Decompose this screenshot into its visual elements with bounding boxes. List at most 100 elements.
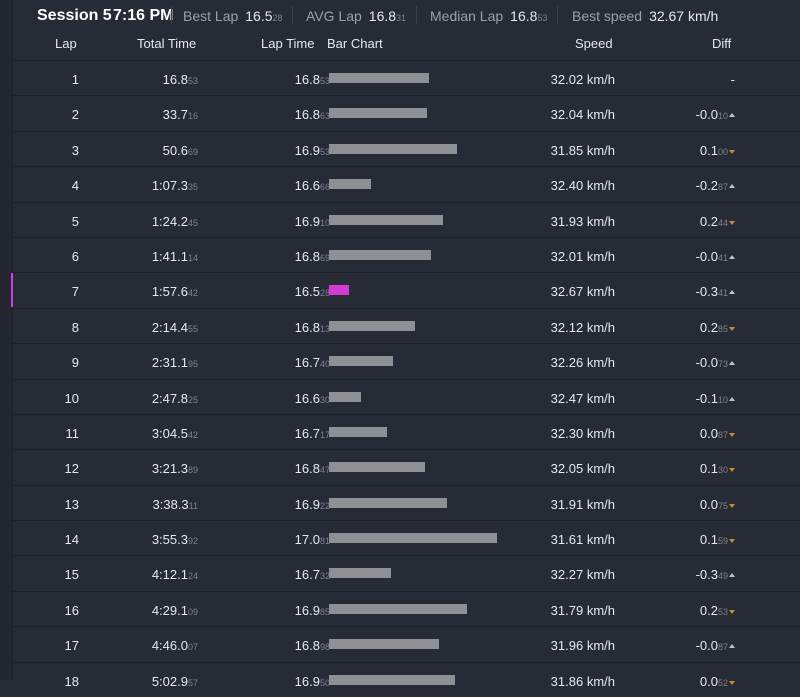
- lap-time-small: 17: [319, 429, 330, 440]
- diff-value: 0.159: [700, 532, 735, 547]
- total-time-small: 16: [187, 111, 198, 122]
- diff-small: 53: [717, 606, 728, 617]
- total-time: 4:29.109: [152, 603, 198, 618]
- arrow-down-icon: [729, 468, 735, 473]
- lap-time-small: 10: [319, 217, 330, 228]
- best-lap-value: 16.528: [245, 8, 282, 24]
- diff-value: -0.110: [696, 391, 735, 406]
- lap-time-bar: [329, 497, 447, 508]
- table-row[interactable]: 9 2:31.195 16.740 32.26 km/h -0.073: [13, 343, 800, 378]
- table-row[interactable]: 11 3:04.542 16.717 32.30 km/h 0.087: [13, 413, 800, 449]
- arrow-up-icon: [729, 361, 735, 366]
- diff-main: 0.0: [699, 425, 718, 441]
- speed-value: 32.47 km/h: [550, 390, 615, 406]
- diff-value: 0.052: [700, 674, 735, 689]
- lap-time-small: 63: [319, 111, 330, 122]
- total-time-small: 42: [187, 429, 198, 440]
- lap-time: 16.732: [295, 567, 330, 582]
- table-row[interactable]: 18 5:02.957 16.950 31.86 km/h 0.052: [13, 661, 800, 697]
- table-row[interactable]: 15 4:12.124 16.732 32.27 km/h -0.349: [13, 555, 800, 590]
- speed-value: 31.85 km/h: [550, 142, 615, 158]
- table-row[interactable]: 3 50.669 16.953 31.85 km/h 0.100: [13, 130, 800, 166]
- table-row[interactable]: 17 4:46.007 16.898 31.96 km/h -0.087: [13, 626, 800, 661]
- lap-time: 16.666: [295, 178, 330, 193]
- table-row[interactable]: 8 2:14.455 16.813 32.12 km/h 0.285: [13, 307, 800, 343]
- diff-main: 0.2: [699, 319, 718, 335]
- total-time: 1:57.642: [152, 284, 198, 299]
- diff-main: 0.2: [699, 602, 718, 618]
- lap-time: 16.953: [295, 143, 330, 158]
- total-time-small: 57: [187, 677, 198, 688]
- total-time-main: 1:57.6: [151, 284, 188, 300]
- diff-small: 44: [717, 217, 728, 228]
- speed-value: 31.61 km/h: [550, 532, 615, 548]
- diff-main: -: [730, 72, 735, 87]
- diff-small: 41: [717, 252, 728, 263]
- table-row[interactable]: 14 3:55.392 17.081 31.61 km/h 0.159: [13, 520, 800, 555]
- arrow-down-icon: [729, 149, 735, 154]
- table-row[interactable]: 7 1:57.642 16.528 32.67 km/h -0.341: [11, 272, 800, 308]
- diff-value: -0.073: [696, 355, 735, 370]
- lap-number: 7: [71, 284, 79, 300]
- total-time-small: 11: [188, 500, 198, 511]
- median-lap-stat: Median Lap 16.853: [430, 8, 547, 24]
- lap-number: 4: [71, 178, 79, 194]
- diff-small: 87: [717, 642, 728, 653]
- column-header-speed[interactable]: Speed: [575, 36, 613, 51]
- best-lap-marker: [11, 273, 13, 308]
- table-row[interactable]: 10 2:47.825 16.630 32.47 km/h -0.110: [13, 378, 800, 414]
- diff-small: 73: [717, 359, 728, 370]
- table-row[interactable]: 6 1:41.114 16.869 32.01 km/h -0.041: [13, 236, 800, 272]
- column-header-total-time[interactable]: Total Time: [137, 36, 197, 51]
- lap-time-small: 66: [319, 182, 330, 193]
- table-row[interactable]: 2 33.716 16.863 32.04 km/h -0.010: [13, 95, 800, 130]
- diff-main: -0.1: [695, 390, 718, 406]
- lap-time: 16.528: [295, 284, 330, 299]
- total-time-main: 2:14.4: [151, 319, 188, 335]
- speed-value: 32.02 km/h: [550, 72, 615, 87]
- table-row[interactable]: 16 4:29.109 16.985 31.79 km/h 0.253: [13, 590, 800, 626]
- table-row[interactable]: 4 1:07.335 16.666 32.40 km/h -0.287: [13, 166, 800, 201]
- lap-time-small: 13: [319, 323, 330, 334]
- lap-time: 16.950: [295, 674, 330, 689]
- diff-value: -0.010: [696, 107, 735, 122]
- column-header-lap-time[interactable]: Lap Time: [261, 36, 315, 51]
- diff-value: 0.075: [700, 497, 735, 512]
- lap-time-bar: [329, 143, 457, 154]
- speed-value: 32.67 km/h: [550, 284, 615, 300]
- lap-number: 6: [71, 248, 79, 264]
- total-time-small: 42: [187, 288, 198, 299]
- table-row[interactable]: 12 3:21.389 16.847 32.05 km/h 0.130: [13, 449, 800, 484]
- arrow-up-icon: [729, 254, 735, 259]
- total-time: 1:41.114: [152, 249, 198, 264]
- total-time: 50.669: [163, 143, 198, 158]
- total-time-small: 07: [187, 642, 198, 653]
- total-time-main: 1:07.3: [151, 178, 188, 194]
- total-time-small: 24: [187, 571, 198, 582]
- lap-time-main: 16.9: [294, 496, 320, 512]
- table-row[interactable]: 5 1:24.245 16.910 31.93 km/h 0.244: [13, 201, 800, 237]
- arrow-down-icon: [729, 609, 735, 614]
- lap-time: 16.985: [295, 603, 330, 618]
- table-row[interactable]: 13 3:38.311 16.922 31.91 km/h 0.075: [13, 484, 800, 520]
- lap-time: 16.863: [295, 107, 330, 122]
- total-time: 2:31.195: [152, 355, 198, 370]
- column-header-diff[interactable]: Diff: [712, 36, 732, 51]
- lap-time-main: 16.8: [294, 72, 320, 87]
- lap-time-small: 81: [319, 536, 330, 547]
- lap-time: 16.813: [295, 320, 330, 335]
- lap-time: 16.898: [295, 638, 330, 653]
- total-time-small: 69: [187, 146, 198, 157]
- lap-number: 12: [64, 461, 79, 477]
- total-time-small: 89: [187, 465, 198, 476]
- diff-main: -0.0: [695, 638, 718, 654]
- session-time: 7:16 PM: [113, 7, 174, 24]
- total-time: 33.716: [163, 107, 198, 122]
- best-speed-value: 32.67 km/h: [649, 8, 719, 24]
- total-time-main: 4:46.0: [151, 638, 188, 654]
- arrow-up-icon: [729, 184, 735, 189]
- diff-value: 0.285: [700, 320, 735, 335]
- table-row[interactable]: 1 16.853 16.853 32.02 km/h -: [13, 60, 800, 95]
- column-header-lap[interactable]: Lap: [55, 36, 77, 51]
- session-title: Session 5: [37, 7, 112, 24]
